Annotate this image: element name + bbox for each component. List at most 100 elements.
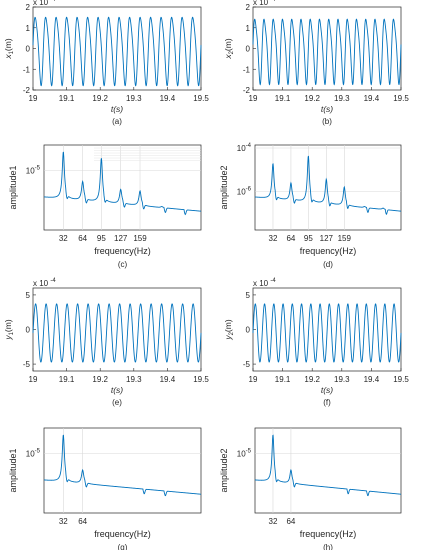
- y-exponent: x 10 -4: [33, 0, 56, 7]
- y-tick-label: 10-6: [237, 186, 252, 196]
- x-tick-label: 32: [59, 517, 68, 526]
- y-tick-label: 0: [246, 45, 251, 54]
- x-axis-label: t(s): [111, 385, 123, 395]
- x-tick-label: 19.1: [59, 94, 75, 103]
- panel-caption: (a): [112, 117, 122, 126]
- panel-caption: (g): [118, 543, 128, 550]
- x-tick-label: 19.5: [393, 94, 409, 103]
- x-tick-label: 159: [338, 234, 352, 243]
- x-tick-label: 19: [29, 375, 38, 384]
- y-axis-label: amplitude1: [8, 448, 18, 492]
- y-tick-label: -1: [243, 65, 251, 74]
- y-axis-unit: (m): [3, 38, 13, 51]
- x-tick-label: 19: [249, 94, 258, 103]
- y-axis-subscript: 1: [9, 331, 15, 335]
- series-line: [32, 16, 202, 87]
- y-tick-exponent: -4: [246, 143, 252, 149]
- panel-d: 32 64 95 127 159 10-4 10-6 amplitude2 frequency(…: [219, 143, 402, 269]
- y-tick-label: 5: [26, 291, 31, 300]
- x-tick-label: 19.4: [364, 94, 380, 103]
- y-tick-label: 2: [246, 3, 251, 12]
- plot-area: [43, 144, 202, 231]
- y-axis-symbol: y: [3, 335, 13, 341]
- y-tick-label: 0: [26, 45, 31, 54]
- y-exponent-power: -4: [50, 278, 56, 284]
- y-tick-label: -5: [23, 360, 31, 369]
- y-tick-label: 2: [26, 3, 31, 12]
- x-tick-label: 19: [29, 94, 38, 103]
- y-exponent-power: -4: [50, 0, 56, 3]
- panel-caption: (c): [118, 260, 128, 269]
- x-tick-label: 19.1: [275, 375, 291, 384]
- series-line: [32, 303, 202, 363]
- y-tick-label: 0: [26, 326, 31, 335]
- x-tick-label: 19: [249, 375, 258, 384]
- y-tick-exponent: -5: [35, 166, 41, 172]
- spectrum-line: [43, 434, 202, 497]
- y-axis-label: amplitude1: [8, 165, 18, 209]
- y-axis-subscript: 2: [229, 331, 235, 335]
- x-axis-label: frequency(Hz): [300, 246, 357, 256]
- x-tick-label: 95: [97, 234, 106, 243]
- y-axis-unit: (m): [223, 38, 233, 51]
- y-axis-subscript: 2: [229, 50, 235, 54]
- x-axis-label: frequency(Hz): [94, 529, 151, 539]
- y-tick-label: 10-4: [237, 143, 252, 153]
- spectrum-line: [254, 155, 402, 216]
- x-tick-label: 64: [286, 517, 295, 526]
- y-axis-label: y1(m): [3, 319, 15, 341]
- x-tick-label: 64: [78, 234, 87, 243]
- y-axis-symbol: x: [3, 54, 13, 60]
- y-tick-label: -5: [243, 360, 251, 369]
- x-tick-label: 19.5: [193, 94, 209, 103]
- x-axis-label: t(s): [111, 104, 123, 114]
- y-tick-label: 0: [246, 326, 251, 335]
- x-tick-label: 19.5: [393, 375, 409, 384]
- y-tick-label: 1: [26, 24, 31, 33]
- y-tick-label: 1: [246, 24, 251, 33]
- x-tick-label: 19.3: [126, 375, 142, 384]
- x-axis-label: t(s): [321, 104, 333, 114]
- panel-caption: (e): [112, 398, 122, 407]
- series-line: [252, 18, 402, 86]
- panel-f: 19 19.1 19.2 19.3 19.4 19.5 -5 0 5x 10 -4 y2(m) t(…: [223, 278, 409, 407]
- y-exponent-power: -4: [270, 0, 276, 3]
- y-tick-label: -2: [243, 86, 251, 95]
- y-axis-label: amplitude2: [219, 448, 229, 492]
- y-exponent: x 10 -4: [253, 278, 276, 288]
- x-axis-label: t(s): [321, 385, 333, 395]
- y-axis-symbol: y: [223, 335, 233, 341]
- panel-caption: (h): [323, 543, 333, 550]
- y-axis-label: y2(m): [223, 319, 235, 341]
- x-tick-label: 19.2: [304, 375, 320, 384]
- x-tick-label: 32: [269, 234, 278, 243]
- x-tick-label: 19.2: [92, 375, 108, 384]
- y-tick-exponent: -5: [246, 449, 252, 455]
- x-tick-label: 19.2: [92, 94, 108, 103]
- y-tick-label: 10-5: [237, 449, 252, 459]
- x-tick-label: 19.4: [160, 375, 176, 384]
- x-tick-label: 19.3: [126, 94, 142, 103]
- x-tick-label: 159: [133, 234, 147, 243]
- panel-e: 19 19.1 19.2 19.3 19.4 19.5 -5 0 5x 10 -4 y1(m) t(…: [3, 278, 209, 407]
- y-exponent: x 10 -4: [33, 278, 56, 288]
- plot-area: [43, 427, 202, 514]
- y-axis-label: x1(m): [3, 38, 15, 60]
- x-tick-label: 64: [78, 517, 87, 526]
- y-tick-label: -1: [23, 65, 31, 74]
- x-tick-label: 19.1: [59, 375, 75, 384]
- panel-h: 32 64 10-5 amplitude2 frequency(Hz) (h): [219, 427, 402, 550]
- x-tick-label: 32: [269, 517, 278, 526]
- y-tick-label: 10-5: [26, 449, 41, 459]
- plot-area: [254, 427, 402, 514]
- spectrum-line: [254, 434, 402, 497]
- x-axis-label: frequency(Hz): [300, 529, 357, 539]
- y-tick-exponent: -6: [246, 186, 252, 192]
- spectrum-line: [43, 151, 202, 216]
- y-tick-label: 5: [246, 291, 251, 300]
- x-axis-label: frequency(Hz): [94, 246, 151, 256]
- panel-c: 32 64 95 127 159 10-5 amplitude1 frequency(Hz) (…: [8, 144, 202, 269]
